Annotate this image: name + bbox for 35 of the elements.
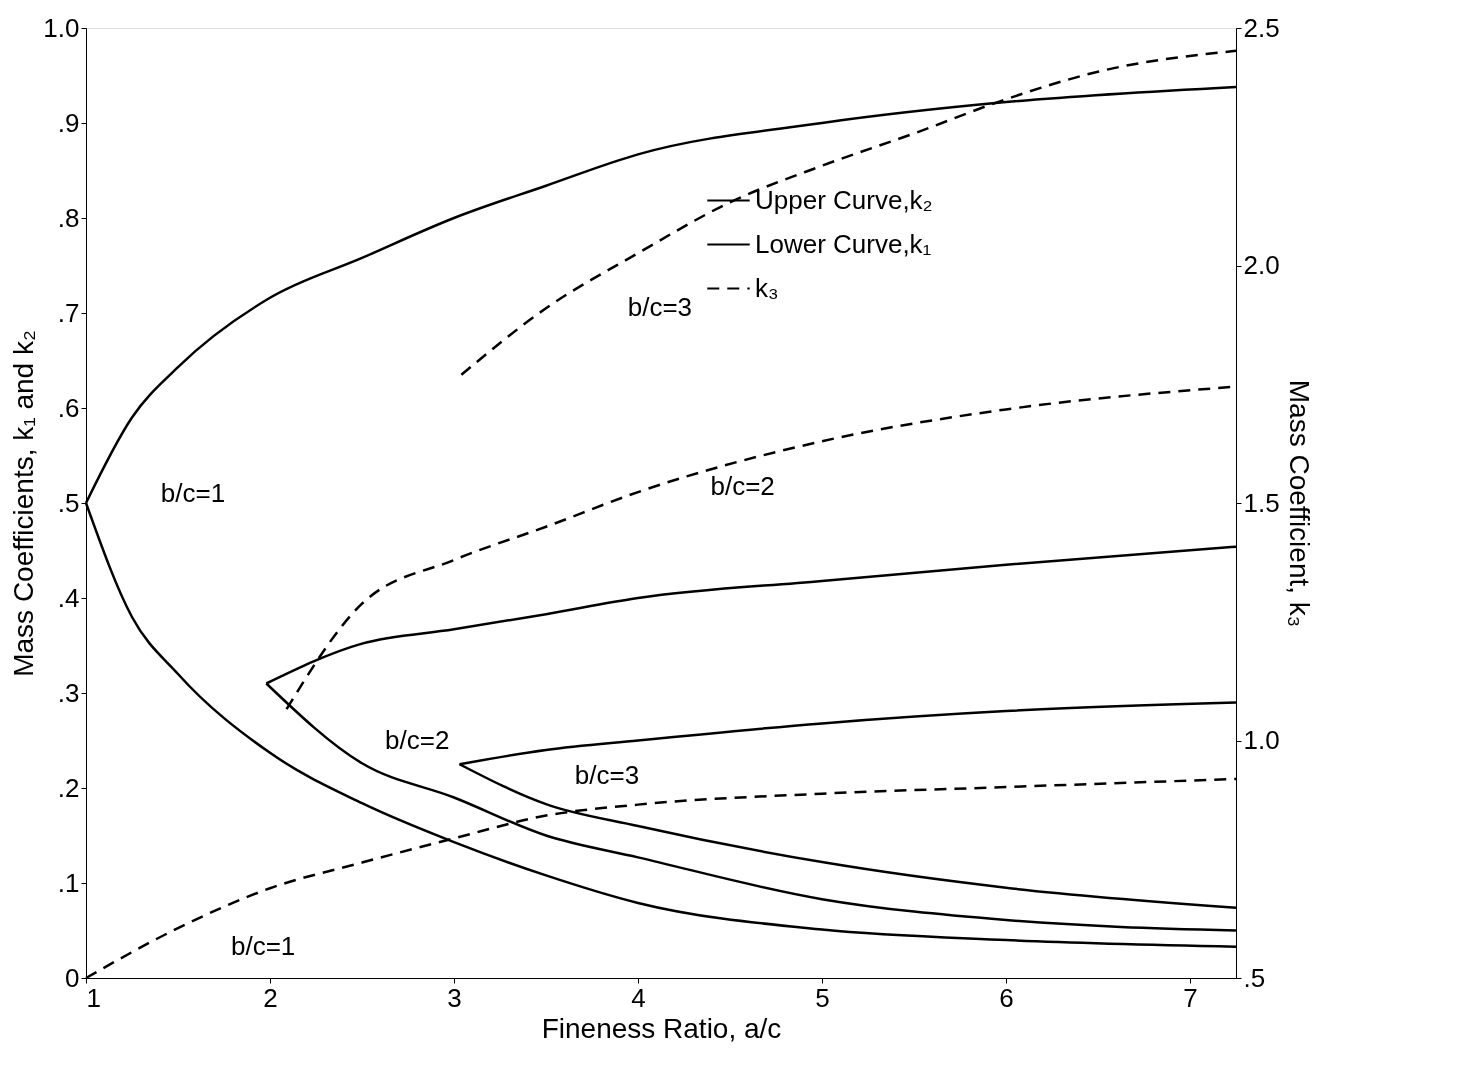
x-axis-title: Fineness Ratio, a/c	[541, 1012, 782, 1044]
y-axis-title: Mass Coefficients, k₁ and k₂	[8, 330, 40, 677]
x-tick-label: 2	[263, 982, 278, 1013]
legend-label: Lower Curve,k₁	[755, 228, 932, 259]
annotation: b/c=2	[710, 470, 775, 501]
annotation: b/c=1	[230, 930, 296, 961]
y2-tick-label: 1.0	[1243, 725, 1280, 755]
x-tick-label: 1	[86, 982, 101, 1013]
y-tick-label: .9	[57, 107, 80, 138]
y-tick-label: .1	[57, 867, 80, 898]
annotation: b/c=2	[385, 724, 450, 755]
y-tick-label: .7	[57, 297, 80, 328]
y-tick-label: 0	[65, 962, 80, 993]
y-tick-label: .3	[57, 677, 80, 708]
y-tick-label: .6	[57, 392, 80, 423]
annotation: b/c=1	[160, 477, 226, 508]
legend-label: Upper Curve,k₂	[755, 184, 933, 215]
annotation: b/c=3	[574, 759, 640, 790]
y-tick-label: .8	[57, 202, 80, 233]
y2-axis-title: Mass Coefficient, k₃	[1283, 379, 1315, 628]
y2-tick-label: .5	[1243, 962, 1266, 993]
y-tick-label: 1.0	[43, 12, 80, 43]
y2-tick-label: 1.5	[1243, 487, 1280, 518]
x-tick-label: 4	[631, 982, 646, 1013]
annotation: b/c=3	[627, 292, 693, 323]
y-tick-label: .5	[57, 487, 80, 518]
legend-label: k₃	[755, 272, 779, 303]
x-tick-label: 3	[447, 982, 462, 1013]
y2-tick-label: 2.5	[1243, 12, 1280, 43]
y2-tick-label: 2.0	[1243, 250, 1280, 280]
y-tick-label: .2	[57, 772, 80, 803]
x-tick-label: 6	[999, 982, 1014, 1013]
x-tick-label: 5	[815, 982, 830, 1013]
y-tick-label: .4	[57, 582, 80, 613]
x-tick-label: 7	[1183, 982, 1198, 1013]
